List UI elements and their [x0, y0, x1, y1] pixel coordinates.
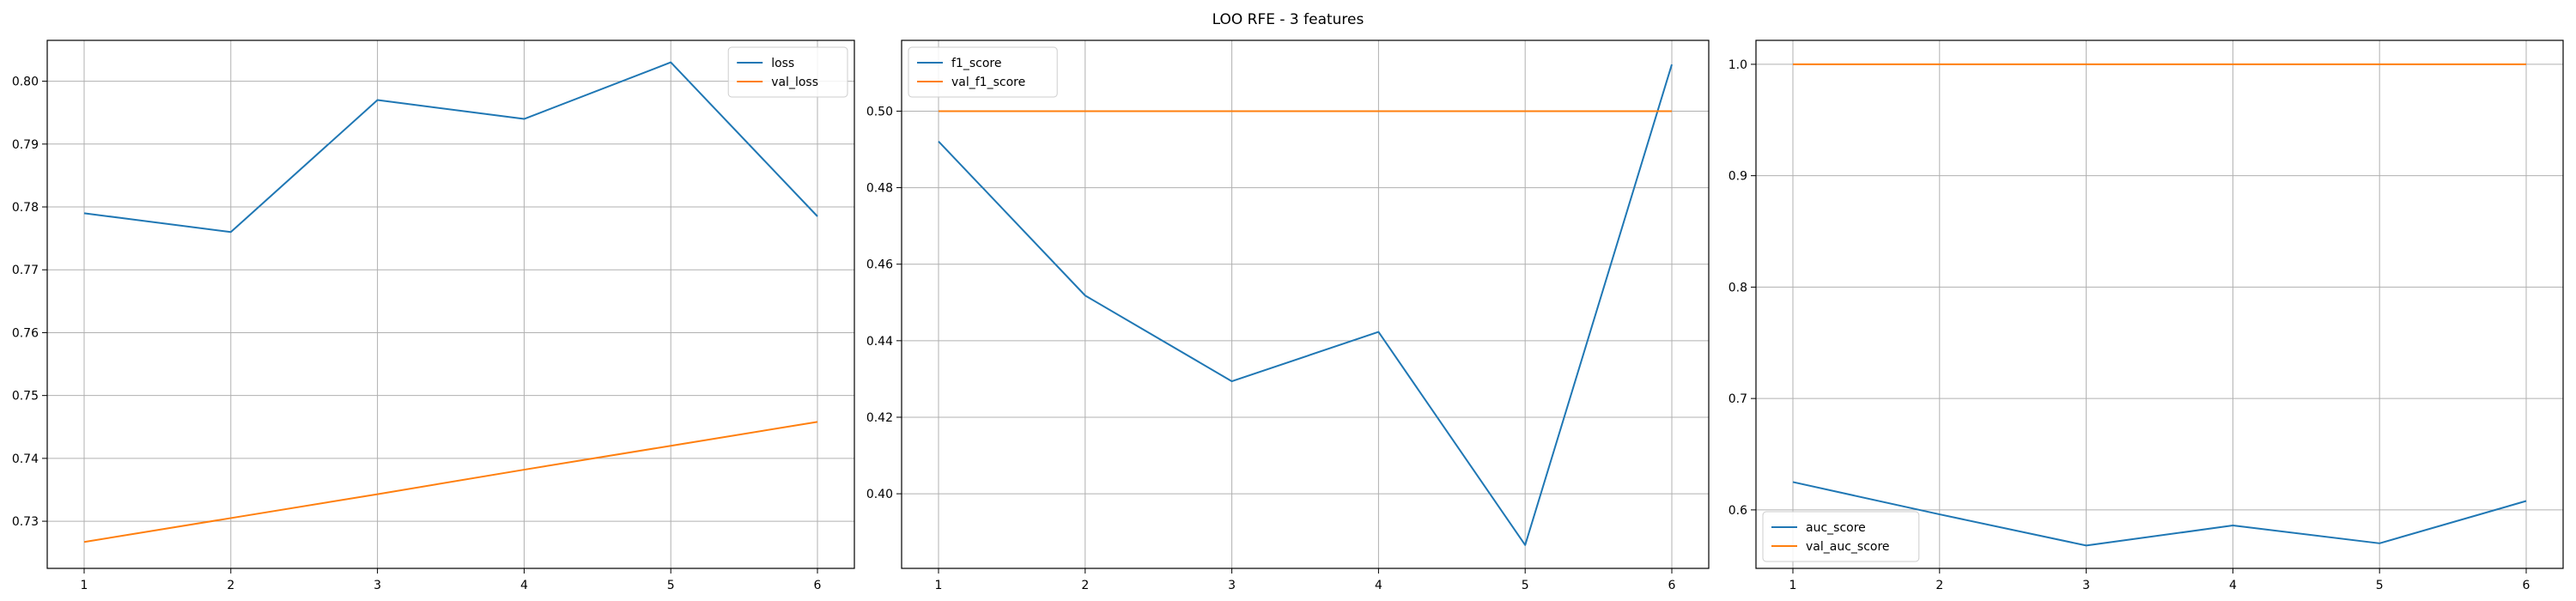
- x-tick-label: 5: [1522, 579, 1529, 592]
- x-tick-label: 6: [2523, 579, 2530, 592]
- y-tick-label: 0.80: [12, 76, 39, 89]
- legend-label-auc_score: auc_score: [1806, 521, 1866, 535]
- y-tick-label: 1.0: [1728, 58, 1747, 72]
- y-tick-label: 0.7: [1728, 392, 1747, 406]
- y-tick-label: 0.48: [866, 182, 893, 196]
- legend-label-loss: loss: [771, 57, 794, 70]
- x-tick-label: 3: [374, 579, 381, 592]
- axes-frame: [901, 39, 1710, 569]
- figure-title: LOO RFE - 3 features: [1212, 11, 1364, 28]
- legend-label-f1_score: f1_score: [951, 57, 1001, 70]
- y-tick-label: 0.42: [866, 411, 893, 425]
- series-line-f1_score: [938, 64, 1673, 546]
- subplot-1: 1 2 3 4 5 6 0.73 0.74 0.75 0.76 0.77 0.78 0.79 0.80 lo…: [12, 39, 855, 592]
- x-tick-label: 1: [1789, 579, 1797, 592]
- x-tick-label: 6: [814, 579, 822, 592]
- series-line-loss: [83, 61, 818, 234]
- x-tick-label: 2: [227, 579, 234, 592]
- y-tick-label: 0.78: [12, 201, 39, 215]
- legend: f1_score val_f1_score: [908, 46, 1058, 98]
- y-tick-label: 0.46: [866, 258, 893, 272]
- y-tick-label: 0.8: [1728, 281, 1747, 294]
- series-line-auc_score: [1792, 481, 2527, 547]
- y-tick-label: 0.74: [12, 452, 39, 466]
- y-tick-label: 0.73: [12, 515, 39, 529]
- y-tick-label: 0.6: [1728, 504, 1747, 518]
- x-tick-label: 4: [520, 579, 528, 592]
- x-tick-label: 4: [2229, 579, 2237, 592]
- legend: loss val_loss: [727, 46, 848, 98]
- x-tick-label: 1: [81, 579, 88, 592]
- x-tick-label: 6: [1668, 579, 1676, 592]
- legend-label-val_loss: val_loss: [771, 76, 818, 89]
- y-tick-label: 0.77: [12, 264, 39, 277]
- subplot-2: 1 2 3 4 5 6 0.40 0.42 0.44 0.46 0.48 0.50 f1_scoreva…: [866, 39, 1710, 592]
- legend-label-val_f1_score: val_f1_score: [951, 76, 1025, 89]
- subplot-3: 1 2 3 4 5 6 0.6 0.7 0.8 0.9 1.0 auc_score val_auc_sc…: [1728, 39, 2564, 592]
- x-tick-label: 4: [1375, 579, 1382, 592]
- y-tick-label: 0.75: [12, 390, 39, 404]
- y-tick-label: 0.50: [866, 105, 893, 118]
- x-tick-label: 3: [2082, 579, 2090, 592]
- y-tick-label: 0.44: [866, 335, 893, 349]
- x-tick-label: 5: [667, 579, 675, 592]
- axes-frame: [1755, 39, 2564, 569]
- y-tick-label: 0.79: [12, 138, 39, 152]
- legend-box: [1762, 511, 1920, 562]
- legend-label-val_auc_score: val_auc_score: [1806, 540, 1890, 554]
- legend-box: [727, 46, 848, 98]
- x-tick-label: 1: [935, 579, 943, 592]
- y-tick-label: 0.9: [1728, 170, 1747, 184]
- x-tick-label: 5: [2376, 579, 2384, 592]
- legend-box: [908, 46, 1058, 98]
- legend: auc_score val_auc_score: [1762, 511, 1920, 562]
- axes-frame: [46, 39, 855, 569]
- x-tick-label: 3: [1228, 579, 1236, 592]
- series-line-val_loss: [83, 421, 818, 543]
- x-tick-label: 2: [1081, 579, 1089, 592]
- x-tick-label: 2: [1935, 579, 1943, 592]
- y-tick-label: 0.76: [12, 326, 39, 340]
- y-tick-label: 0.40: [866, 488, 893, 501]
